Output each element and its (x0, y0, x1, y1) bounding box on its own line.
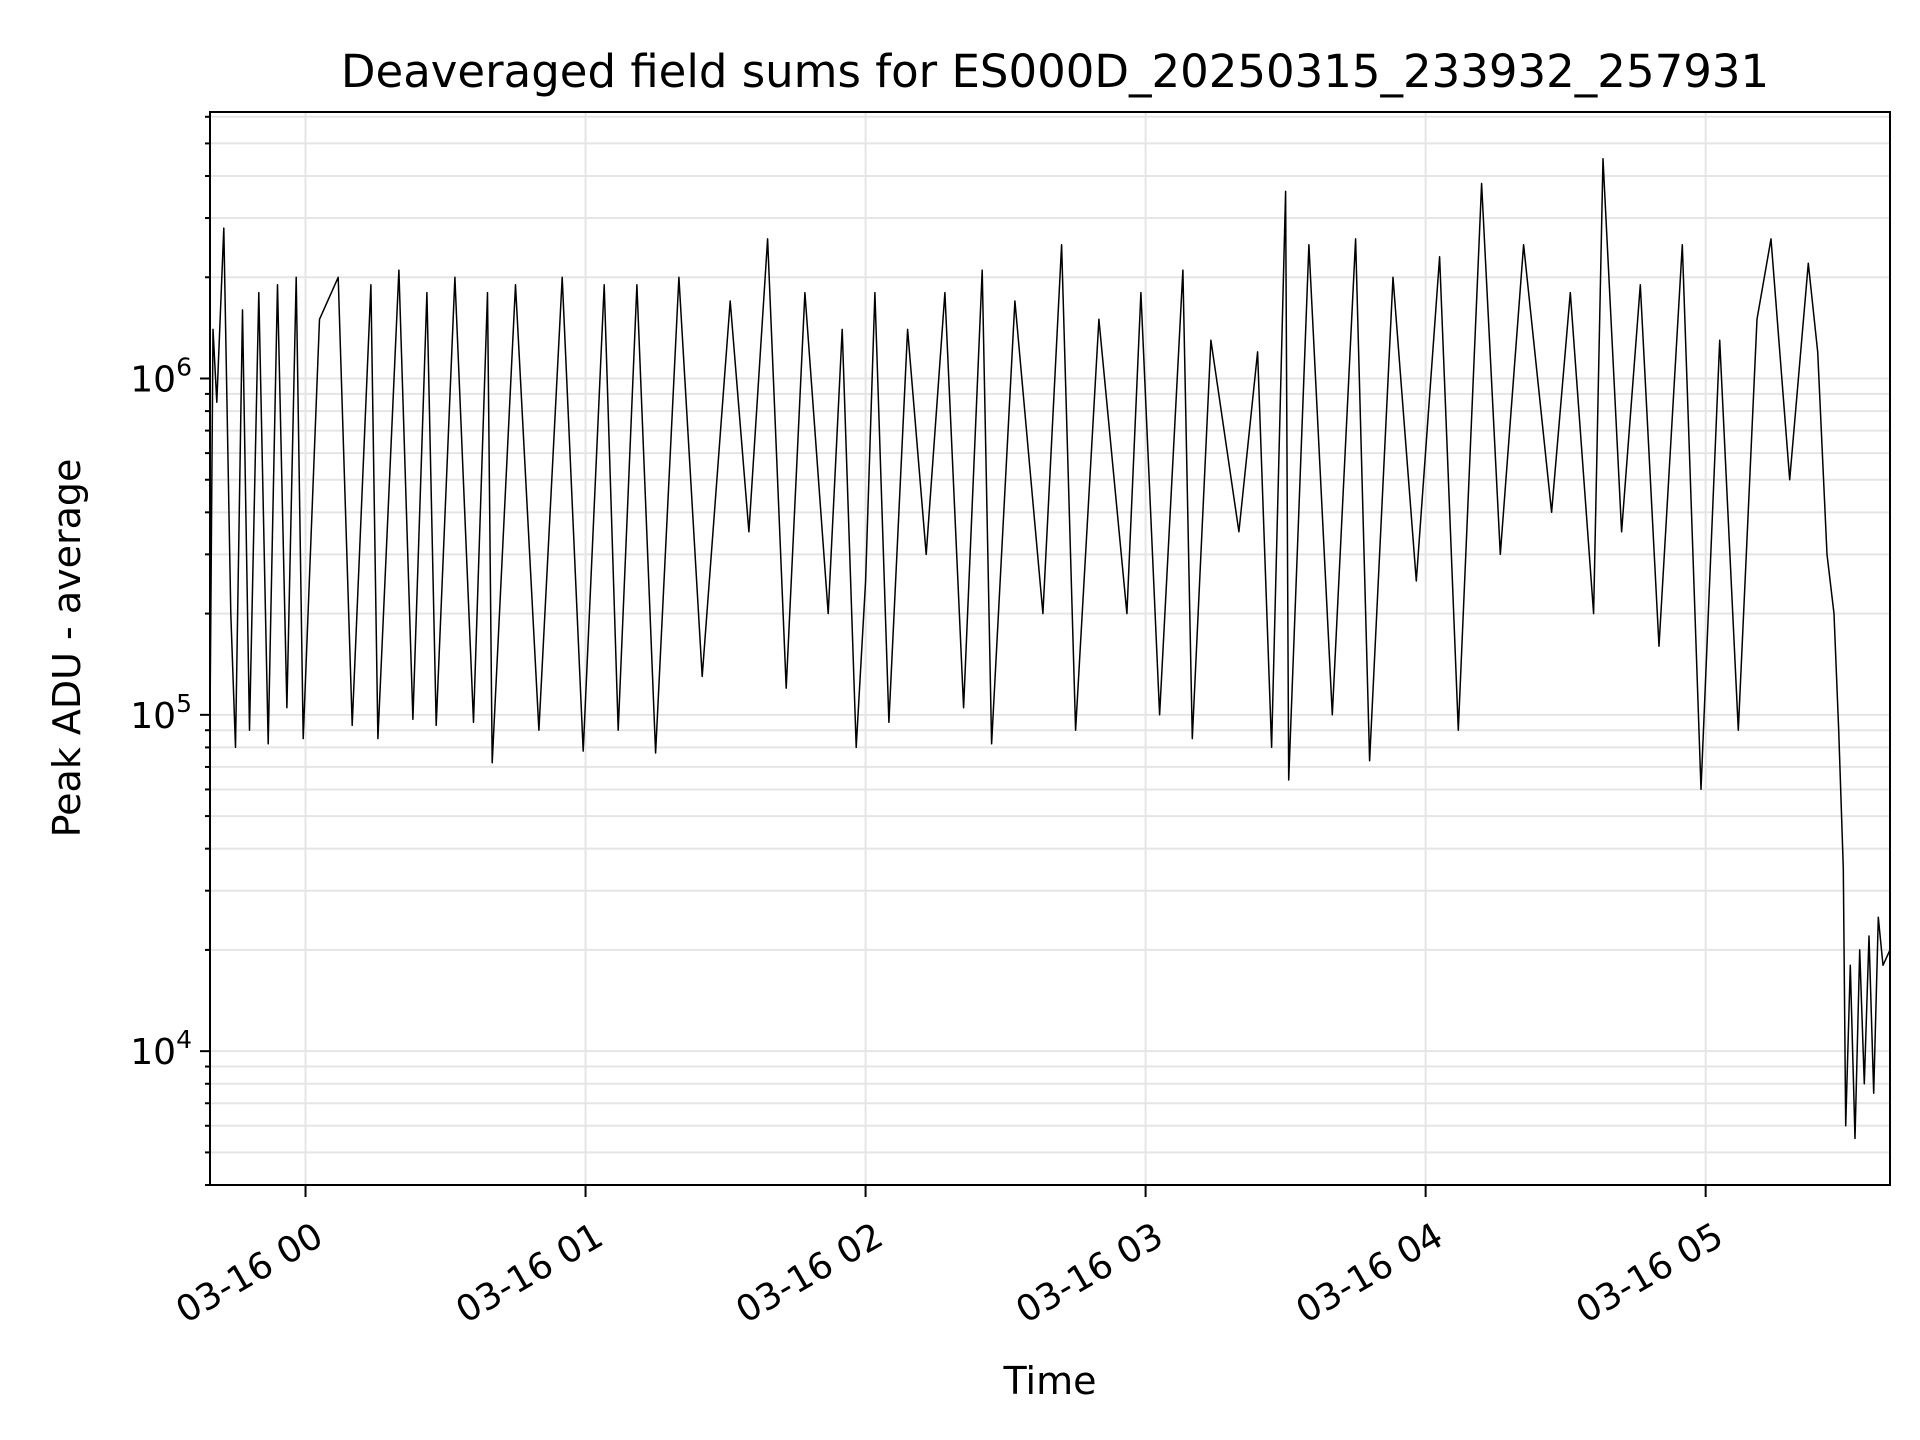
plot-frame (209, 111, 1891, 1186)
grid-lines (210, 112, 1890, 1186)
y-tick-label: 104 (130, 1025, 192, 1073)
x-tick-label: 03-16 00 (169, 1215, 330, 1331)
x-tick-label: 03-16 01 (449, 1215, 610, 1331)
plot-area (209, 158, 1891, 1140)
y-tick-label: 106 (130, 353, 192, 401)
chart-title: Deaveraged field sums for ES000D_2025031… (341, 45, 1769, 98)
x-tick-label: 03-16 03 (1009, 1215, 1170, 1331)
series-line (209, 158, 1891, 1140)
y-axis-label: Peak ADU - average (45, 459, 89, 838)
x-tick-label: 03-16 02 (729, 1215, 890, 1331)
x-tick-label: 03-16 05 (1569, 1215, 1730, 1331)
x-tick-label: 03-16 04 (1289, 1215, 1450, 1331)
y-tick-label: 105 (130, 689, 192, 737)
x-axis-label: Time (1003, 1359, 1097, 1403)
